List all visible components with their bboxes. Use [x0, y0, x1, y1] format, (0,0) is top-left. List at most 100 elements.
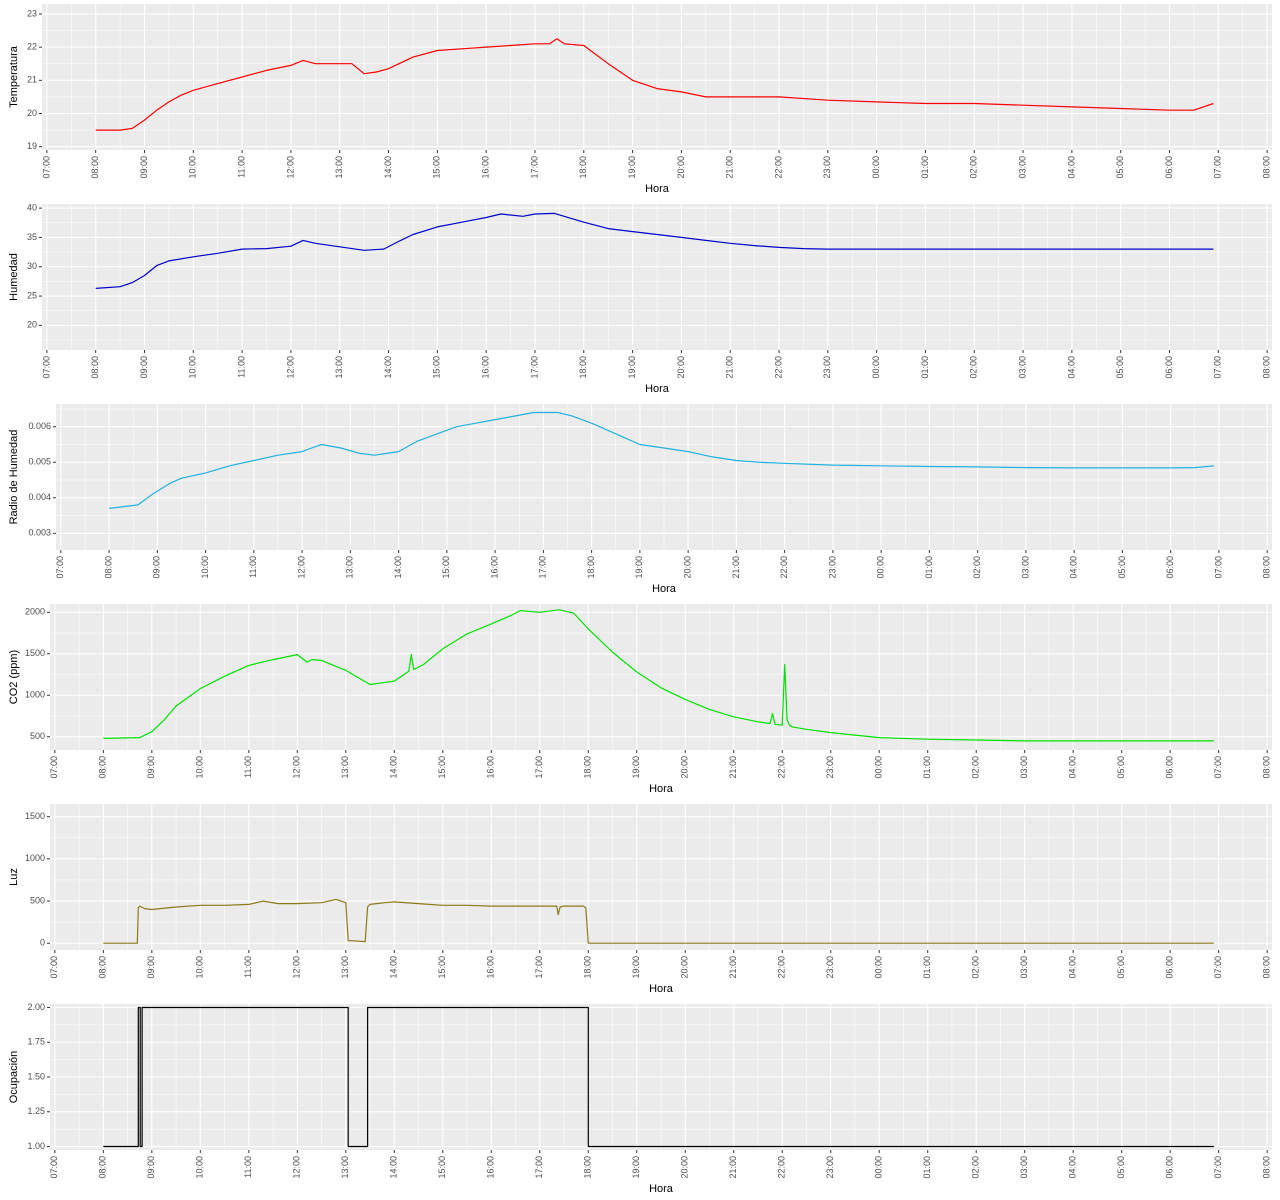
x-tick-label: 22:00 — [777, 756, 787, 779]
series-line — [103, 609, 1214, 742]
y-tick-label: 1.00 — [27, 1141, 45, 1151]
x-tick-label: 13:00 — [334, 356, 344, 379]
x-tick-label: 20:00 — [680, 956, 690, 979]
x-axis-title: Hora — [645, 183, 670, 195]
y-tick-label: 0.006 — [28, 421, 51, 431]
x-tick-label: 17:00 — [534, 956, 544, 979]
x-tick-label: 07:00 — [55, 556, 65, 579]
x-tick-label: 05:00 — [1116, 956, 1126, 979]
x-tick-label: 07:00 — [49, 956, 59, 979]
x-tick-label: 10:00 — [200, 556, 210, 579]
x-tick-label: 02:00 — [969, 356, 979, 379]
x-tick-label: 17:00 — [534, 756, 544, 779]
y-tick-label: 25 — [27, 290, 37, 300]
x-tick-label: 02:00 — [971, 1156, 981, 1179]
y-tick-label: 40 — [27, 202, 37, 212]
x-tick-label: 07:00 — [41, 156, 51, 179]
x-tick-label: 19:00 — [631, 956, 641, 979]
x-axis-title: Hora — [649, 783, 674, 795]
x-tick-label: 12:00 — [292, 756, 302, 779]
x-axis-title: Hora — [649, 1183, 674, 1195]
x-tick-label: 08:00 — [98, 1156, 108, 1179]
x-tick-label: 20:00 — [680, 1156, 690, 1179]
x-tick-label: 12:00 — [292, 1156, 302, 1179]
x-tick-label: 14:00 — [389, 1156, 399, 1179]
y-axis-title: Humedad — [8, 253, 20, 301]
x-tick-label: 01:00 — [922, 956, 932, 979]
x-tick-label: 22:00 — [777, 1156, 787, 1179]
x-tick-label: 07:00 — [1213, 556, 1223, 579]
x-tick-label: 09:00 — [146, 756, 156, 779]
x-tick-label: 13:00 — [340, 956, 350, 979]
x-tick-label: 19:00 — [631, 756, 641, 779]
x-tick-label: 08:00 — [1262, 756, 1272, 779]
y-tick-label: 1.75 — [27, 1037, 45, 1047]
x-tick-label: 06:00 — [1165, 756, 1175, 779]
x-tick-label: 12:00 — [292, 956, 302, 979]
x-tick-label: 05:00 — [1115, 356, 1125, 379]
x-tick-label: 16:00 — [486, 756, 496, 779]
series-line — [103, 898, 1214, 944]
x-tick-label: 06:00 — [1164, 156, 1174, 179]
x-tick-label: 07:00 — [49, 756, 59, 779]
x-tick-label: 06:00 — [1164, 356, 1174, 379]
x-tick-label: 03:00 — [1017, 356, 1027, 379]
x-tick-label: 09:00 — [146, 956, 156, 979]
x-tick-label: 15:00 — [441, 556, 451, 579]
x-tick-label: 23:00 — [827, 556, 837, 579]
y-axis-title: Ocupación — [8, 1051, 20, 1104]
x-tick-label: 01:00 — [920, 356, 930, 379]
x-tick-label: 11:00 — [248, 556, 258, 578]
x-tick-label: 10:00 — [188, 356, 198, 379]
x-tick-label: 17:00 — [534, 1156, 544, 1179]
y-tick-label: 21 — [27, 75, 37, 85]
x-tick-label: 20:00 — [683, 556, 693, 579]
x-tick-label: 16:00 — [481, 156, 491, 179]
x-tick-label: 02:00 — [972, 556, 982, 579]
x-tick-label: 13:00 — [340, 1156, 350, 1179]
x-tick-label: 09:00 — [146, 1156, 156, 1179]
x-tick-label: 04:00 — [1069, 556, 1079, 579]
series-line — [95, 38, 1214, 131]
x-tick-label: 16:00 — [481, 356, 491, 379]
x-tick-label: 11:00 — [243, 956, 253, 978]
x-tick-label: 05:00 — [1115, 156, 1125, 179]
x-tick-label: 08:00 — [1261, 156, 1271, 179]
x-tick-label: 03:00 — [1019, 756, 1029, 779]
x-tick-label: 00:00 — [874, 756, 884, 779]
x-tick-label: 06:00 — [1165, 556, 1175, 579]
x-tick-label: 13:00 — [340, 756, 350, 779]
x-tick-label: 07:00 — [1213, 1156, 1223, 1179]
x-tick-label: 09:00 — [139, 156, 149, 179]
x-tick-label: 13:00 — [345, 556, 355, 579]
x-tick-label: 08:00 — [98, 956, 108, 979]
x-tick-label: 21:00 — [728, 956, 738, 979]
x-tick-label: 20:00 — [676, 356, 686, 379]
y-tick-label: 1500 — [25, 811, 45, 821]
x-tick-label: 05:00 — [1116, 1156, 1126, 1179]
x-tick-label: 03:00 — [1017, 156, 1027, 179]
x-tick-label: 14:00 — [383, 356, 393, 379]
x-tick-label: 15:00 — [437, 1156, 447, 1179]
x-tick-label: 02:00 — [971, 956, 981, 979]
y-axis-title: CO2 (ppm) — [8, 650, 20, 704]
x-tick-label: 10:00 — [188, 156, 198, 179]
x-tick-label: 15:00 — [432, 356, 442, 379]
x-tick-label: 18:00 — [583, 1156, 593, 1179]
x-tick-label: 01:00 — [922, 1156, 932, 1179]
x-tick-label: 07:00 — [1213, 356, 1223, 379]
x-tick-label: 04:00 — [1068, 1156, 1078, 1179]
x-tick-label: 11:00 — [236, 156, 246, 178]
x-tick-label: 09:00 — [152, 556, 162, 579]
x-tick-label: 13:00 — [334, 156, 344, 179]
y-tick-label: 1000 — [25, 853, 45, 863]
y-tick-label: 0.003 — [28, 528, 51, 538]
x-tick-label: 19:00 — [631, 1156, 641, 1179]
x-tick-label: 22:00 — [773, 356, 783, 379]
x-tick-label: 18:00 — [586, 556, 596, 579]
x-tick-label: 08:00 — [90, 156, 100, 179]
x-tick-label: 14:00 — [383, 156, 393, 179]
x-tick-label: 19:00 — [627, 156, 637, 179]
x-tick-label: 11:00 — [243, 1156, 253, 1178]
